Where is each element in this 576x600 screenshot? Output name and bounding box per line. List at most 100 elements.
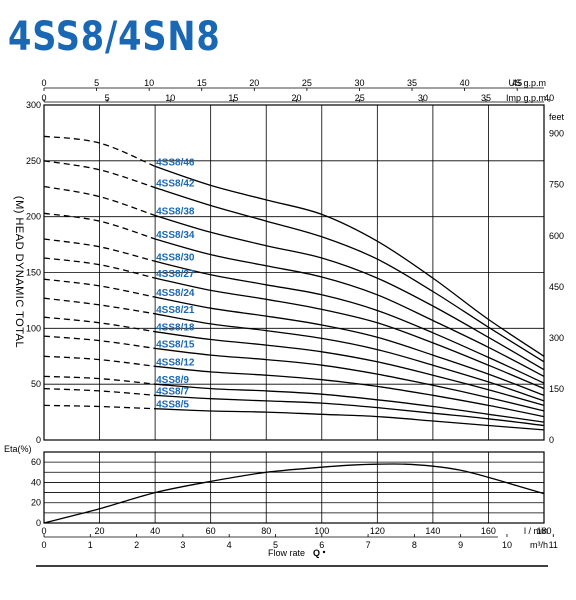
lmin-tick-label: 160 [481, 526, 496, 536]
m3h-tick-label: 7 [366, 540, 371, 550]
us-gpm-tick-label: 35 [407, 78, 417, 88]
imp-gpm-tick-label: 20 [292, 93, 302, 103]
imp-gpm-tick-label: 35 [481, 93, 491, 103]
us-gpm-unit: US g.p.m [508, 78, 546, 88]
lmin-tick-label: 60 [206, 526, 216, 536]
head-curve-dashed [43, 316, 156, 333]
curve-label: 4SS8/5 [156, 400, 189, 411]
feet-tick-label: 750 [549, 180, 564, 190]
us-gpm-tick-label: 20 [249, 78, 259, 88]
curve-label: 4SS8/42 [156, 179, 195, 190]
curve-label: 4SS8/12 [156, 357, 195, 368]
head-y-tick-label: 0 [36, 435, 41, 445]
head-curve [154, 277, 545, 390]
head-curve [155, 331, 545, 407]
head-curve-dashed [43, 257, 156, 279]
curve-label: 4SS8/15 [156, 339, 195, 350]
curve-label: 4SS8/34 [156, 230, 195, 241]
lmin-tick-label: 140 [425, 526, 440, 536]
curve-label: 4SS8/24 [156, 288, 195, 299]
lmin-tick-label: 80 [261, 526, 271, 536]
m3h-tick-label: 11 [549, 540, 558, 550]
head-curve-dashed [43, 297, 156, 315]
m3h-unit: m³/h [530, 540, 548, 550]
head-curve-dashed [43, 278, 156, 298]
eta-y-axis-label: Eta(%) [4, 444, 32, 454]
us-gpm-tick-label: 30 [354, 78, 364, 88]
feet-tick-label: 600 [549, 231, 564, 241]
eta-y-tick-label: 20 [31, 498, 41, 508]
head-curve-dashed [43, 335, 156, 350]
m3h-tick-label: 2 [134, 540, 139, 550]
head-curve [155, 383, 545, 423]
head-curve-dashed [43, 404, 156, 410]
head-curve [154, 165, 545, 357]
lmin-tick-label: 0 [41, 526, 46, 536]
head-curve-dashed [43, 160, 156, 189]
lmin-tick-label: 180 [536, 526, 551, 536]
head-curve [154, 296, 545, 396]
m3h-tick-label: 3 [180, 540, 185, 550]
feet-tick-label: 0 [549, 435, 554, 445]
page-title: 4SS8/4SN8 [8, 14, 221, 60]
head-y-tick-label: 50 [31, 379, 41, 389]
curve-label: 4SS8/38 [156, 207, 195, 218]
head-curve-dashed [43, 135, 156, 167]
feet-axis-unit: feet [549, 112, 565, 122]
head-y-tick-label: 200 [26, 212, 41, 222]
lmin-unit: l / min [524, 526, 548, 536]
flow-rate-dot [322, 550, 326, 554]
flow-rate-label: Flow rate [268, 548, 305, 558]
us-gpm-tick-label: 0 [41, 78, 46, 88]
head-y-tick-label: 100 [26, 323, 41, 333]
head-curve-dashed [43, 355, 156, 367]
m3h-tick-label: 10 [502, 540, 512, 550]
imp-gpm-unit: Imp g.p.m [506, 93, 546, 103]
m3h-tick-label: 0 [41, 540, 46, 550]
us-gpm-tick-label: 15 [197, 78, 207, 88]
feet-tick-label: 300 [549, 333, 564, 343]
imp-gpm-tick-label: 30 [418, 93, 428, 103]
head-curve-dashed [43, 238, 156, 262]
head-curve [155, 347, 545, 412]
curve-label: 4SS8/27 [156, 269, 195, 280]
m3h-tick-label: 9 [458, 540, 463, 550]
m3h-tick-label: 1 [88, 540, 93, 550]
lmin-tick-label: 120 [370, 526, 385, 536]
head-curve-dashed [43, 375, 156, 385]
imp-gpm-tick-label: 15 [228, 93, 238, 103]
us-gpm-tick-label: 25 [302, 78, 312, 88]
lmin-tick-label: 40 [150, 526, 160, 536]
us-gpm-tick-label: 10 [144, 78, 154, 88]
head-curve-dashed [43, 185, 156, 217]
m3h-tick-label: 4 [227, 540, 232, 550]
imp-gpm-tick-label: 5 [105, 93, 110, 103]
imp-gpm-tick-label: 0 [41, 93, 46, 103]
m3h-tick-label: 6 [319, 540, 324, 550]
eta-y-tick-label: 40 [31, 477, 41, 487]
eta-y-tick-label: 0 [36, 518, 41, 528]
us-gpm-tick-label: 40 [460, 78, 470, 88]
eta-y-tick-label: 60 [31, 457, 41, 467]
head-curve-dashed [43, 212, 156, 240]
curve-label: 4SS8/7 [156, 386, 189, 397]
imp-gpm-tick-label: 25 [355, 93, 365, 103]
curve-label: 4SS8/30 [156, 252, 195, 263]
curve-label: 4SS8/9 [156, 375, 189, 386]
curve-label: 4SS8/21 [156, 305, 195, 316]
head-y-axis-label: (M) HEAD DYNAMIC TOTAL [13, 196, 25, 348]
head-curve [154, 186, 545, 363]
head-curve [154, 313, 545, 402]
head-curve-dashed [43, 387, 156, 396]
m3h-tick-label: 5 [273, 540, 278, 550]
curve-label: 4SS8/18 [156, 323, 195, 334]
head-curve [154, 260, 545, 384]
imp-gpm-tick-label: 10 [165, 93, 175, 103]
head-curve [155, 365, 545, 418]
head-curve [155, 394, 545, 427]
lmin-tick-label: 100 [314, 526, 329, 536]
us-gpm-tick-label: 45 [512, 78, 522, 88]
m3h-tick-label: 8 [412, 540, 417, 550]
feet-tick-label: 900 [549, 129, 564, 139]
